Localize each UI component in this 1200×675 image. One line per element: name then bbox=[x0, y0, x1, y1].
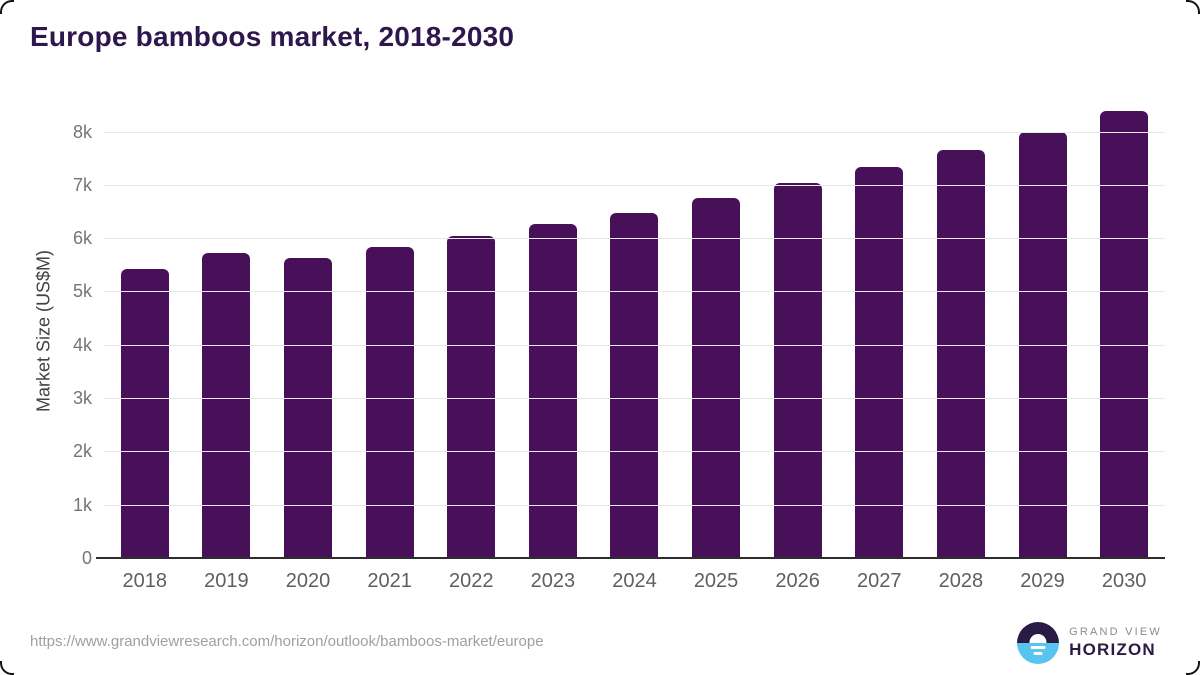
frame-corner-bottom-right bbox=[1186, 661, 1200, 675]
horizon-line-2 bbox=[1033, 652, 1043, 655]
bar-2025[interactable] bbox=[692, 198, 741, 559]
logo-text: GRAND VIEW HORIZON bbox=[1069, 626, 1162, 660]
logo-text-grand-view: GRAND VIEW bbox=[1069, 626, 1162, 638]
bar-2018[interactable] bbox=[120, 268, 169, 559]
x-label-2030: 2030 bbox=[1101, 570, 1147, 592]
x-label-2028: 2028 bbox=[938, 570, 984, 592]
gridline-3k bbox=[104, 398, 1165, 400]
bar-2026[interactable] bbox=[773, 182, 822, 559]
grand-view-horizon-logo: GRAND VIEW HORIZON bbox=[1017, 622, 1162, 664]
x-label-2022: 2022 bbox=[448, 570, 494, 592]
bar-slot-2022 bbox=[430, 104, 512, 559]
gridline-1k bbox=[104, 504, 1165, 506]
y-tick-label-2k: 2k bbox=[72, 441, 92, 462]
bar-slot-2020 bbox=[267, 104, 349, 559]
x-label-2029: 2029 bbox=[1020, 570, 1065, 592]
gridline-6k bbox=[104, 238, 1165, 240]
y-tick-label-0: 0 bbox=[81, 548, 92, 568]
x-label-2018: 2018 bbox=[122, 570, 168, 592]
horizon-sun-icon bbox=[1017, 622, 1060, 664]
bar-2027[interactable] bbox=[855, 166, 904, 559]
source-url: https://www.grandviewresearch.com/horizo… bbox=[30, 633, 544, 650]
bar-slot-2026 bbox=[757, 104, 839, 559]
y-tick-label-8k: 8k bbox=[72, 121, 92, 142]
frame-corner-bottom-left bbox=[0, 661, 14, 675]
bar-slot-2018 bbox=[104, 104, 186, 559]
bar-2021[interactable] bbox=[365, 247, 414, 559]
bars-row bbox=[104, 104, 1165, 559]
x-label-2024: 2024 bbox=[612, 570, 657, 592]
bar-2024[interactable] bbox=[610, 212, 659, 559]
y-tick-label-7k: 7k bbox=[72, 174, 92, 195]
frame-corner-top-left bbox=[0, 0, 14, 14]
x-label-2026: 2026 bbox=[775, 570, 820, 592]
gridline-2k bbox=[104, 451, 1165, 453]
bar-slot-2030 bbox=[1083, 104, 1165, 559]
bar-slot-2024 bbox=[594, 104, 676, 559]
frame-corner-top-right bbox=[1186, 0, 1200, 14]
bar-slot-2027 bbox=[838, 104, 920, 559]
gridline-5k bbox=[104, 291, 1165, 293]
horizon-line-1 bbox=[1030, 646, 1046, 649]
x-label-2019: 2019 bbox=[204, 570, 249, 592]
bar-2028[interactable] bbox=[936, 149, 985, 559]
y-tick-label-5k: 5k bbox=[72, 281, 92, 302]
bar-slot-2019 bbox=[186, 104, 268, 559]
gridline-7k bbox=[104, 184, 1165, 186]
bar-2023[interactable] bbox=[528, 223, 577, 559]
chart-title: Europe bamboos market, 2018-2030 bbox=[30, 21, 515, 52]
bar-slot-2028 bbox=[920, 104, 1002, 559]
x-label-2027: 2027 bbox=[857, 570, 902, 592]
y-tick-label-3k: 3k bbox=[72, 388, 92, 409]
plot-area bbox=[104, 104, 1165, 559]
bar-2030[interactable] bbox=[1100, 111, 1149, 559]
gridline-8k bbox=[104, 131, 1165, 133]
bar-2019[interactable] bbox=[202, 253, 251, 559]
y-tick-label-4k: 4k bbox=[72, 334, 92, 355]
x-label-2021: 2021 bbox=[367, 570, 412, 592]
y-tick-label-1k: 1k bbox=[72, 494, 92, 515]
x-axis-baseline bbox=[96, 557, 1165, 559]
gridline-4k bbox=[104, 344, 1165, 346]
x-label-2020: 2020 bbox=[285, 570, 331, 592]
bar-slot-2023 bbox=[512, 104, 594, 559]
x-axis-labels: 2018 2019 2020 2021 2022 2023 2024 2025 2026 2027… bbox=[104, 570, 1165, 593]
y-axis-tick-labels: 0 1k 2k 3k 4k 5k 6k 7k 8k bbox=[0, 104, 92, 567]
bar-2020[interactable] bbox=[284, 257, 333, 559]
sun-dome-shape bbox=[1029, 634, 1047, 643]
bar-slot-2025 bbox=[675, 104, 757, 559]
x-label-2023: 2023 bbox=[530, 570, 576, 592]
y-tick-label-6k: 6k bbox=[72, 228, 92, 249]
logo-text-horizon: HORIZON bbox=[1069, 640, 1156, 659]
bar-slot-2021 bbox=[349, 104, 431, 559]
x-label-2025: 2025 bbox=[693, 570, 739, 592]
bar-slot-2029 bbox=[1002, 104, 1084, 559]
